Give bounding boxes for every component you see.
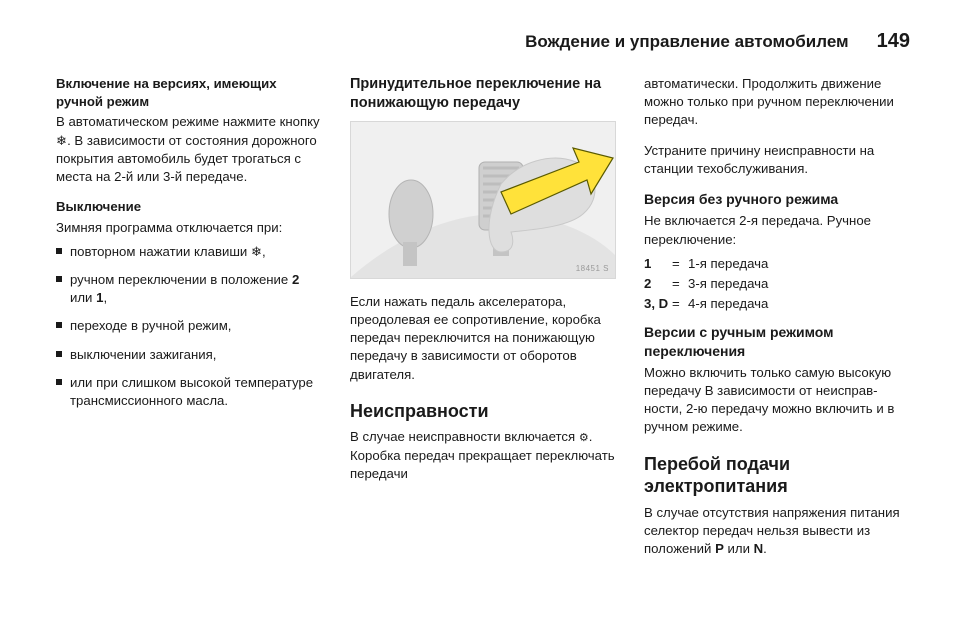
snowflake-icon: ❄	[56, 133, 67, 148]
col2-heading-faults: Неисправности	[350, 400, 616, 423]
col3-continuation-1: автоматически. Продолжить движе­ние можн…	[644, 75, 910, 130]
list-item: переходе в ручной режим,	[56, 317, 322, 335]
col3-no-manual-lead: Не включается 2-я передача. Руч­ное пере…	[644, 212, 910, 248]
col1-subhead-activation: Включение на версиях, имеющих ручной реж…	[56, 75, 322, 111]
text-part: . В зависимости от состояния дорожного п…	[56, 133, 317, 184]
warning-icon: ⚙	[579, 432, 589, 444]
column-3: автоматически. Продолжить движе­ние можн…	[644, 75, 910, 570]
gear-label: 3, D	[644, 295, 672, 313]
header-title: Вождение и управление автомобилем	[525, 32, 849, 52]
pedals-illustration	[351, 122, 616, 279]
col3-heading-no-manual: Версия без ручного режима	[644, 190, 910, 208]
col3-heading-with-manual: Версии с ручным режимом переключения	[644, 323, 910, 359]
text-part: В автоматическом режиме на­жмите кнопку	[56, 114, 320, 129]
text-part: повторном нажатии клавиши	[70, 244, 251, 259]
list-item: повторном нажатии клавиши ❄,	[56, 243, 322, 261]
bold-digit: 2	[292, 272, 299, 287]
gear-value: 4-я передача	[688, 295, 910, 313]
text-part: В случае отсутствия напряжения пи­та­ния…	[644, 505, 900, 556]
gear-value: 1-я передача	[688, 255, 910, 273]
equals-sign: =	[672, 295, 688, 313]
col3-continuation-2: Устраните причину неисправности на станц…	[644, 142, 910, 178]
list-item: выключении зажигания,	[56, 346, 322, 364]
bold-letter: P	[715, 541, 724, 556]
text-part: .	[763, 541, 767, 556]
gear-value: 3-я передача	[688, 275, 910, 293]
figure-number: 18451 S	[576, 263, 609, 274]
list-item: или при слишком высокой тем­пе­ра­туре т…	[56, 374, 322, 410]
col2-fault-body: В случае неисправности вклю­ча­ет­ся ⚙. …	[350, 428, 616, 483]
gear-mapping-table: 1 = 1-я передача 2 = 3-я передача 3, D =…	[644, 255, 910, 314]
bold-letter: N	[754, 541, 764, 556]
equals-sign: =	[672, 255, 688, 273]
column-2: Принудительное переключение на понижающу…	[350, 75, 616, 570]
text-part: или	[724, 541, 754, 556]
text-part: В случае неисправности вклю­ча­ет­ся	[350, 429, 579, 444]
col2-forced-body: Если нажать педаль акселератора, преодол…	[350, 293, 616, 384]
equals-sign: =	[672, 275, 688, 293]
gear-label: 2	[644, 275, 672, 293]
page: Вождение и управление автомобилем 149 Вк…	[0, 0, 954, 638]
list-item: ручном переключении в положе­ние 2 или 1…	[56, 271, 322, 307]
snowflake-icon: ❄	[251, 244, 262, 259]
text-part: или	[70, 290, 96, 305]
text-part: ручном переключении в положе­ние	[70, 272, 292, 287]
col1-bullet-list: повторном нажатии клавиши ❄, ручном пере…	[56, 243, 322, 411]
column-1: Включение на версиях, имеющих ручной реж…	[56, 75, 322, 570]
text-part: ,	[103, 290, 107, 305]
text-part: ,	[262, 244, 266, 259]
header-page-number: 149	[877, 30, 910, 53]
col3-power-body: В случае отсутствия напряжения пи­та­ния…	[644, 504, 910, 559]
content-columns: Включение на версиях, имеющих ручной реж…	[56, 75, 910, 570]
page-header: Вождение и управление автомобилем 149	[56, 30, 910, 53]
col1-subhead-deactivation: Выключение	[56, 198, 322, 216]
col3-with-manual-body: Можно включить только самую вы­со­кую пе…	[644, 364, 910, 437]
col2-heading-forced-downshift: Принудительное переключение на понижающу…	[350, 75, 616, 113]
gear-label: 1	[644, 255, 672, 273]
figure-pedals: 18451 S	[350, 121, 616, 279]
col3-heading-power-interruption: Перебой подачи электропитания	[644, 453, 910, 498]
col1-activation-body: В автоматическом режиме на­жмите кнопку …	[56, 113, 322, 186]
col1-deactivation-lead: Зимняя программа отключается при:	[56, 219, 322, 237]
